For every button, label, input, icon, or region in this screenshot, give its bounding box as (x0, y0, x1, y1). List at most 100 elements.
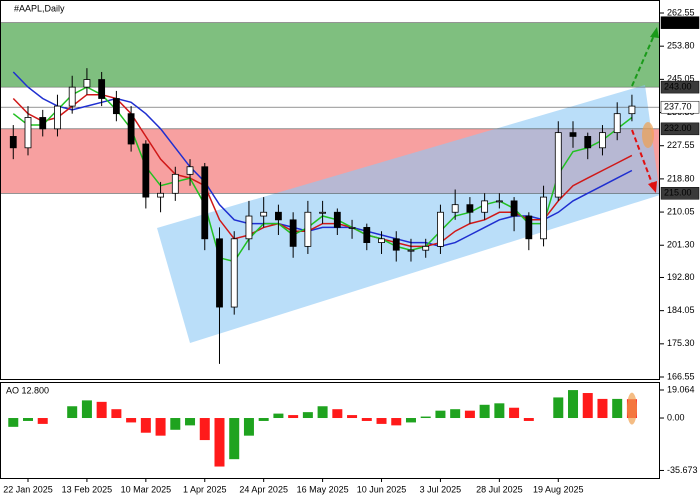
ao-bar (126, 418, 137, 423)
candle-body (451, 204, 459, 213)
ao-bar (347, 415, 358, 419)
candle-body (39, 117, 47, 130)
ao-bar (450, 409, 461, 419)
ao-bar (612, 398, 623, 419)
ao-bar (597, 398, 608, 419)
x-tick-label: 24 Apr 2025 (239, 484, 288, 494)
candle-body (378, 238, 385, 243)
candle-body (348, 227, 356, 229)
level-label: 243.00 (664, 82, 692, 92)
down-arrow-head (648, 181, 657, 193)
ao-bar (140, 418, 151, 433)
x-tick-label: 3 Jul 2025 (420, 484, 462, 494)
ao-bar (111, 409, 122, 419)
up-arrow (631, 32, 656, 87)
ao-bar (37, 418, 48, 424)
ao-bar (155, 418, 166, 436)
highlight (642, 122, 654, 148)
level-label: 237.70 (664, 102, 692, 112)
ao-bar (464, 410, 475, 419)
ao-bar (96, 401, 107, 419)
ao-y-tick-label: 19.064 (667, 384, 695, 394)
candle-body (230, 238, 238, 308)
candle-body (525, 215, 533, 240)
ao-bar (435, 410, 446, 419)
ao-title: AO 12.800 (6, 385, 49, 395)
ao-bar (376, 418, 387, 424)
ao-bar (361, 418, 372, 421)
ao-bar (185, 418, 196, 426)
candle-body (201, 166, 209, 240)
price-channel (157, 85, 660, 343)
candle-body (613, 113, 621, 134)
x-tick-label: 22 Jan 2025 (3, 484, 53, 494)
ao-bar (302, 412, 313, 419)
ao-bar (258, 418, 269, 421)
ao-bar (229, 418, 240, 460)
ao-bar (391, 418, 402, 426)
x-tick-label: 13 Feb 2025 (62, 484, 113, 494)
y-tick-label: 262.55 (667, 7, 695, 17)
candle-body (260, 211, 268, 217)
ao-bar (23, 418, 33, 421)
ao-bar (288, 415, 299, 419)
y-tick-label: 210.05 (667, 206, 695, 216)
ao-bar (405, 418, 416, 423)
ao-bar (553, 397, 564, 419)
candle-body (289, 219, 297, 247)
candle-body (157, 192, 164, 198)
y-tick-label: 184.05 (667, 305, 695, 315)
ao-bar (509, 407, 520, 419)
candle-body (186, 166, 194, 175)
x-tick-label: 19 Aug 2025 (533, 484, 584, 494)
candle-body (68, 86, 76, 107)
candle-body (554, 132, 562, 198)
level-label: 260.00 (664, 17, 692, 27)
ao-bar (243, 418, 254, 436)
candle-body (495, 200, 503, 203)
candle-body (422, 245, 430, 251)
candle-body (584, 136, 592, 149)
y-tick-label: 227.55 (667, 140, 695, 150)
level-label-box (660, 100, 700, 114)
candle-body (245, 215, 253, 240)
buy-zone (0, 22, 660, 88)
ao-bar (273, 413, 284, 419)
main-panel-border (0, 0, 660, 380)
candle-body (54, 105, 61, 130)
candle-body (304, 211, 312, 247)
candle-body (24, 117, 32, 149)
ao-bar (479, 404, 490, 419)
level-label-box (660, 16, 700, 29)
ao-bar (8, 418, 19, 427)
candle-body (142, 143, 150, 198)
x-tick-label: 1 Apr 2025 (183, 484, 227, 494)
candle-body (216, 238, 223, 308)
y-tick-label: 175.30 (667, 338, 695, 348)
level-label-box (660, 122, 700, 136)
candle-body (275, 211, 282, 221)
candle-body (171, 173, 179, 194)
ao-bar (523, 418, 534, 421)
candle-body (481, 200, 489, 213)
ao-bar (494, 403, 505, 419)
y-tick-label: 218.80 (667, 173, 695, 183)
candle-body (319, 211, 327, 214)
ao-bar (582, 393, 593, 419)
candle-body (569, 132, 577, 137)
candle-body (437, 211, 444, 247)
y-tick-label: 201.30 (667, 240, 695, 250)
candle-body (127, 113, 135, 145)
level-label-box (660, 187, 700, 200)
ao-bar (199, 418, 210, 441)
candle-body (392, 238, 400, 251)
x-tick-label: 10 Jun 2025 (357, 484, 407, 494)
candle-body (407, 249, 415, 252)
ao-bar (81, 400, 92, 419)
ao-bar (420, 416, 431, 419)
ao-bar (67, 406, 78, 419)
x-tick-label: 16 May 2025 (297, 484, 349, 494)
ao-bar (332, 409, 343, 419)
